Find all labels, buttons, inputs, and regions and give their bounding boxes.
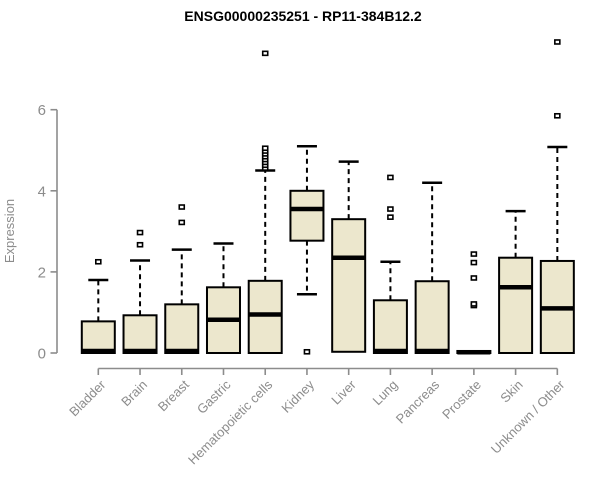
box-kidney [289, 144, 325, 355]
x-tick-label: Skin [497, 377, 525, 405]
box-liver [331, 160, 367, 353]
box-prostate [456, 251, 492, 355]
outlier-point [261, 145, 269, 152]
outlier-point [136, 241, 144, 248]
box-bladder [80, 258, 116, 355]
box-body [80, 320, 116, 355]
x-tick-label: Kidney [278, 377, 317, 416]
chart-title: ENSG00000235251 - RP11-384B12.2 [184, 8, 422, 24]
outlier-point [178, 219, 186, 226]
box-lung [372, 174, 408, 355]
box-skin [498, 209, 534, 354]
outlier-point [387, 174, 394, 181]
y-tick-label: 0 [38, 346, 46, 363]
box-gastric [205, 242, 241, 354]
outlier-point [303, 348, 311, 355]
box-body [331, 218, 367, 353]
x-tick-label: Prostate [439, 377, 484, 422]
x-tick-label: Brain [118, 377, 150, 409]
outlier-point [470, 259, 478, 266]
box-pancreas [414, 181, 450, 354]
x-tick-label: Lung [369, 377, 400, 408]
box-breast [164, 204, 200, 354]
box-body [164, 303, 200, 354]
outlier-point [136, 229, 144, 236]
box-body [247, 279, 283, 355]
box-body [122, 314, 158, 355]
outlier-point [554, 39, 561, 45]
outlier-point [470, 301, 478, 307]
outlier-point [470, 251, 478, 257]
y-tick-label: 4 [38, 183, 46, 200]
y-axis-label: Expression [2, 199, 17, 263]
box-body [372, 299, 408, 355]
x-tick-label: Liver [328, 377, 359, 408]
box-hematopoietic-cells [247, 50, 283, 355]
y-tick-label: 2 [38, 264, 46, 281]
outlier-point [261, 50, 269, 57]
x-tick-label: Breast [155, 377, 192, 414]
outlier-point [470, 275, 478, 281]
outlier-point [387, 206, 394, 212]
y-axis: 0 2 4 6 [38, 102, 58, 363]
outlier-point [178, 204, 186, 210]
outlier-point [554, 112, 561, 119]
x-tick-label: Pancreas [393, 377, 443, 427]
x-tick-label: Unknown / Other [488, 377, 568, 457]
x-tick-label: Gastric [194, 377, 234, 417]
box-unknown-other [539, 39, 575, 355]
box-body [498, 256, 534, 354]
outlier-point [95, 258, 102, 265]
box-body [289, 189, 325, 242]
box-brain [122, 229, 158, 355]
x-tick-label: Bladder [66, 377, 109, 420]
box-body [414, 280, 450, 354]
y-tick-label: 6 [38, 102, 46, 119]
outlier-point [387, 214, 394, 220]
